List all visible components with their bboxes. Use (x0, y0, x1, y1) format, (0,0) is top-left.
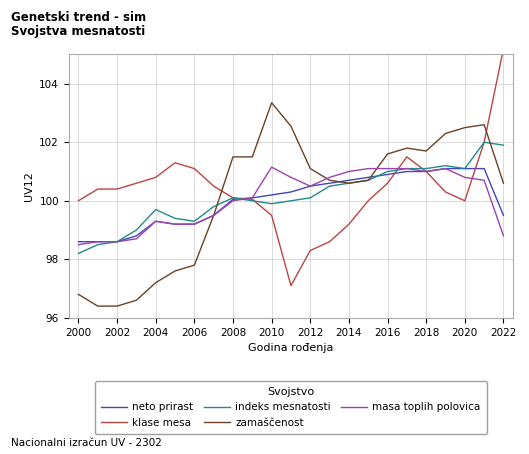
Text: Svojstva mesnatosti: Svojstva mesnatosti (11, 25, 145, 38)
Text: Genetski trend - sim: Genetski trend - sim (11, 11, 145, 25)
Text: Nacionalni izračun UV - 2302: Nacionalni izračun UV - 2302 (11, 438, 161, 448)
Legend: neto prirast, klase mesa, indeks mesnatosti, zamaščenost, masa toplih polovica: neto prirast, klase mesa, indeks mesnato… (95, 381, 487, 434)
X-axis label: Godina rođenja: Godina rođenja (248, 343, 334, 353)
Y-axis label: UV12: UV12 (24, 171, 34, 201)
